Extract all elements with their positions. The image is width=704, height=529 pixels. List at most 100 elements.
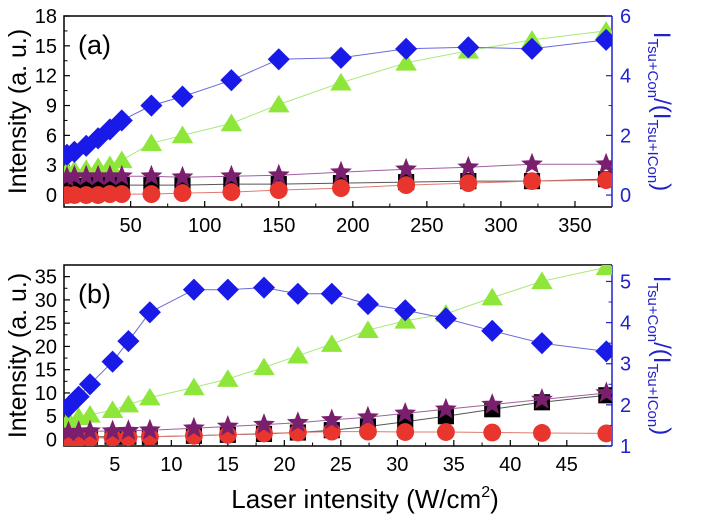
data-point-triangle: [111, 150, 133, 169]
data-point-star: [287, 411, 309, 432]
data-point-circle: [269, 181, 288, 200]
data-point-circle: [332, 179, 350, 198]
data-point-triangle: [183, 377, 205, 396]
data-point-star: [67, 420, 90, 441]
data-point-diamond: [67, 385, 90, 408]
data-point-star: [101, 419, 124, 441]
x-tick-label: 5: [109, 454, 120, 476]
data-point-triangle: [595, 265, 612, 276]
panel-label: (a): [78, 30, 111, 60]
data-point-star: [457, 155, 480, 177]
data-point-triangle: [287, 345, 309, 364]
data-point-triangle: [253, 357, 275, 376]
data-point-triangle: [220, 113, 243, 132]
y2-tick-label: 6: [620, 6, 631, 28]
data-point-star: [140, 164, 163, 186]
y-tick-label: 18: [35, 6, 57, 28]
data-point-star: [117, 419, 140, 440]
x-axis-label-end: ): [490, 484, 499, 514]
data-point-star: [320, 408, 343, 430]
y-tick-label: 20: [35, 336, 57, 358]
data-point-diamond: [457, 36, 480, 59]
plot-frame: [63, 15, 612, 208]
data-point-circle: [523, 172, 541, 191]
data-point-circle: [459, 174, 478, 193]
data-point-diamond: [140, 94, 163, 117]
y2-tick-label: 2: [620, 395, 631, 417]
data-point-diamond: [481, 319, 504, 342]
y2-tick-label: 3: [620, 354, 631, 376]
data-point-diamond: [110, 109, 133, 132]
data-point-triangle: [99, 155, 121, 174]
y2-tick-label: 4: [620, 313, 631, 335]
data-point-diamond: [138, 301, 161, 324]
data-point-star: [595, 152, 612, 174]
x-tick-label: 40: [499, 454, 521, 476]
x-tick-label: 350: [558, 215, 591, 237]
data-point-diamond: [64, 140, 86, 163]
data-point-triangle: [140, 133, 163, 152]
series-group: [64, 265, 612, 446]
data-point-triangle: [171, 125, 194, 144]
data-point-diamond: [329, 46, 353, 69]
data-point-diamond: [595, 340, 612, 363]
y2-axis-label: ITsu+Con/(ITsu+ICon): [644, 32, 675, 191]
y-tick-label: 5: [46, 406, 57, 428]
y-tick-label: 35: [35, 267, 57, 289]
x-tick-label: 15: [217, 454, 239, 476]
panel-a: 50 100 150 200 250 300 350 0 3 6 9 12 15 18 0 2 4 6 (a) Int…: [4, 6, 675, 237]
y-tick-label: 25: [35, 313, 57, 335]
data-point-diamond: [220, 69, 243, 92]
y-tick-label: 12: [35, 66, 57, 88]
data-point-star: [595, 381, 612, 403]
data-point-circle: [533, 424, 551, 442]
y2-axis-label-text: /(I: [648, 98, 675, 119]
y-tick-label: 6: [46, 125, 57, 147]
data-point-circle: [597, 171, 612, 190]
data-point-diamond: [395, 37, 418, 60]
data-point-star: [481, 393, 504, 414]
y2-tick-label: 2: [620, 125, 631, 147]
data-point-diamond: [286, 282, 309, 305]
y2-axis-label-subscript: Tsu+Con: [644, 282, 661, 342]
data-point-triangle: [217, 369, 239, 387]
y2-axis-label-text: I: [648, 32, 675, 39]
y2-axis-label-subscript: Tsu+Con: [644, 38, 661, 98]
y-axis-label: Intensity (a. u.): [4, 273, 32, 438]
plot-frame: [63, 264, 612, 447]
data-point-triangle: [531, 271, 553, 290]
y2-axis-label-subscript: Tsu+I: [644, 363, 661, 399]
y-tick-label: 15: [35, 360, 57, 382]
y-tick-label: 3: [46, 155, 57, 177]
data-point-circle: [173, 184, 192, 202]
data-point-star: [394, 402, 417, 423]
data-point-diamond: [394, 299, 417, 322]
panel-b: 5 10 15 20 25 30 35 40 450510152025303512345(b)I…: [4, 264, 675, 476]
y2-axis-label-text: /(I: [648, 342, 675, 363]
data-point-star: [99, 164, 121, 186]
x-tick-label: 25: [330, 454, 352, 476]
data-point-star: [79, 419, 101, 441]
data-point-star: [395, 157, 417, 179]
data-point-star: [267, 163, 290, 185]
data-point-star: [139, 418, 161, 440]
x-tick-label: 300: [484, 215, 517, 237]
y-tick-label: 10: [35, 383, 57, 405]
data-point-triangle: [101, 400, 124, 418]
data-point-diamond: [78, 373, 102, 396]
data-point-star: [64, 164, 86, 186]
y2-axis-label-text: I: [648, 276, 675, 283]
series-group: [64, 21, 612, 204]
y2-axis-label-subscript: Con: [644, 156, 661, 184]
x-tick-label: 150: [262, 215, 295, 237]
figure-x-axis-label: Laser intensity (W/cm2): [231, 484, 499, 514]
y-tick-label: 15: [35, 36, 57, 58]
y-tick-label: 0: [46, 429, 57, 451]
data-point-star: [435, 397, 457, 419]
data-point-circle: [142, 185, 161, 203]
data-point-star: [75, 164, 98, 186]
data-point-triangle: [79, 405, 101, 423]
x-tick-label: 20: [273, 454, 295, 476]
data-point-circle: [359, 422, 377, 441]
data-point-triangle: [481, 287, 503, 306]
